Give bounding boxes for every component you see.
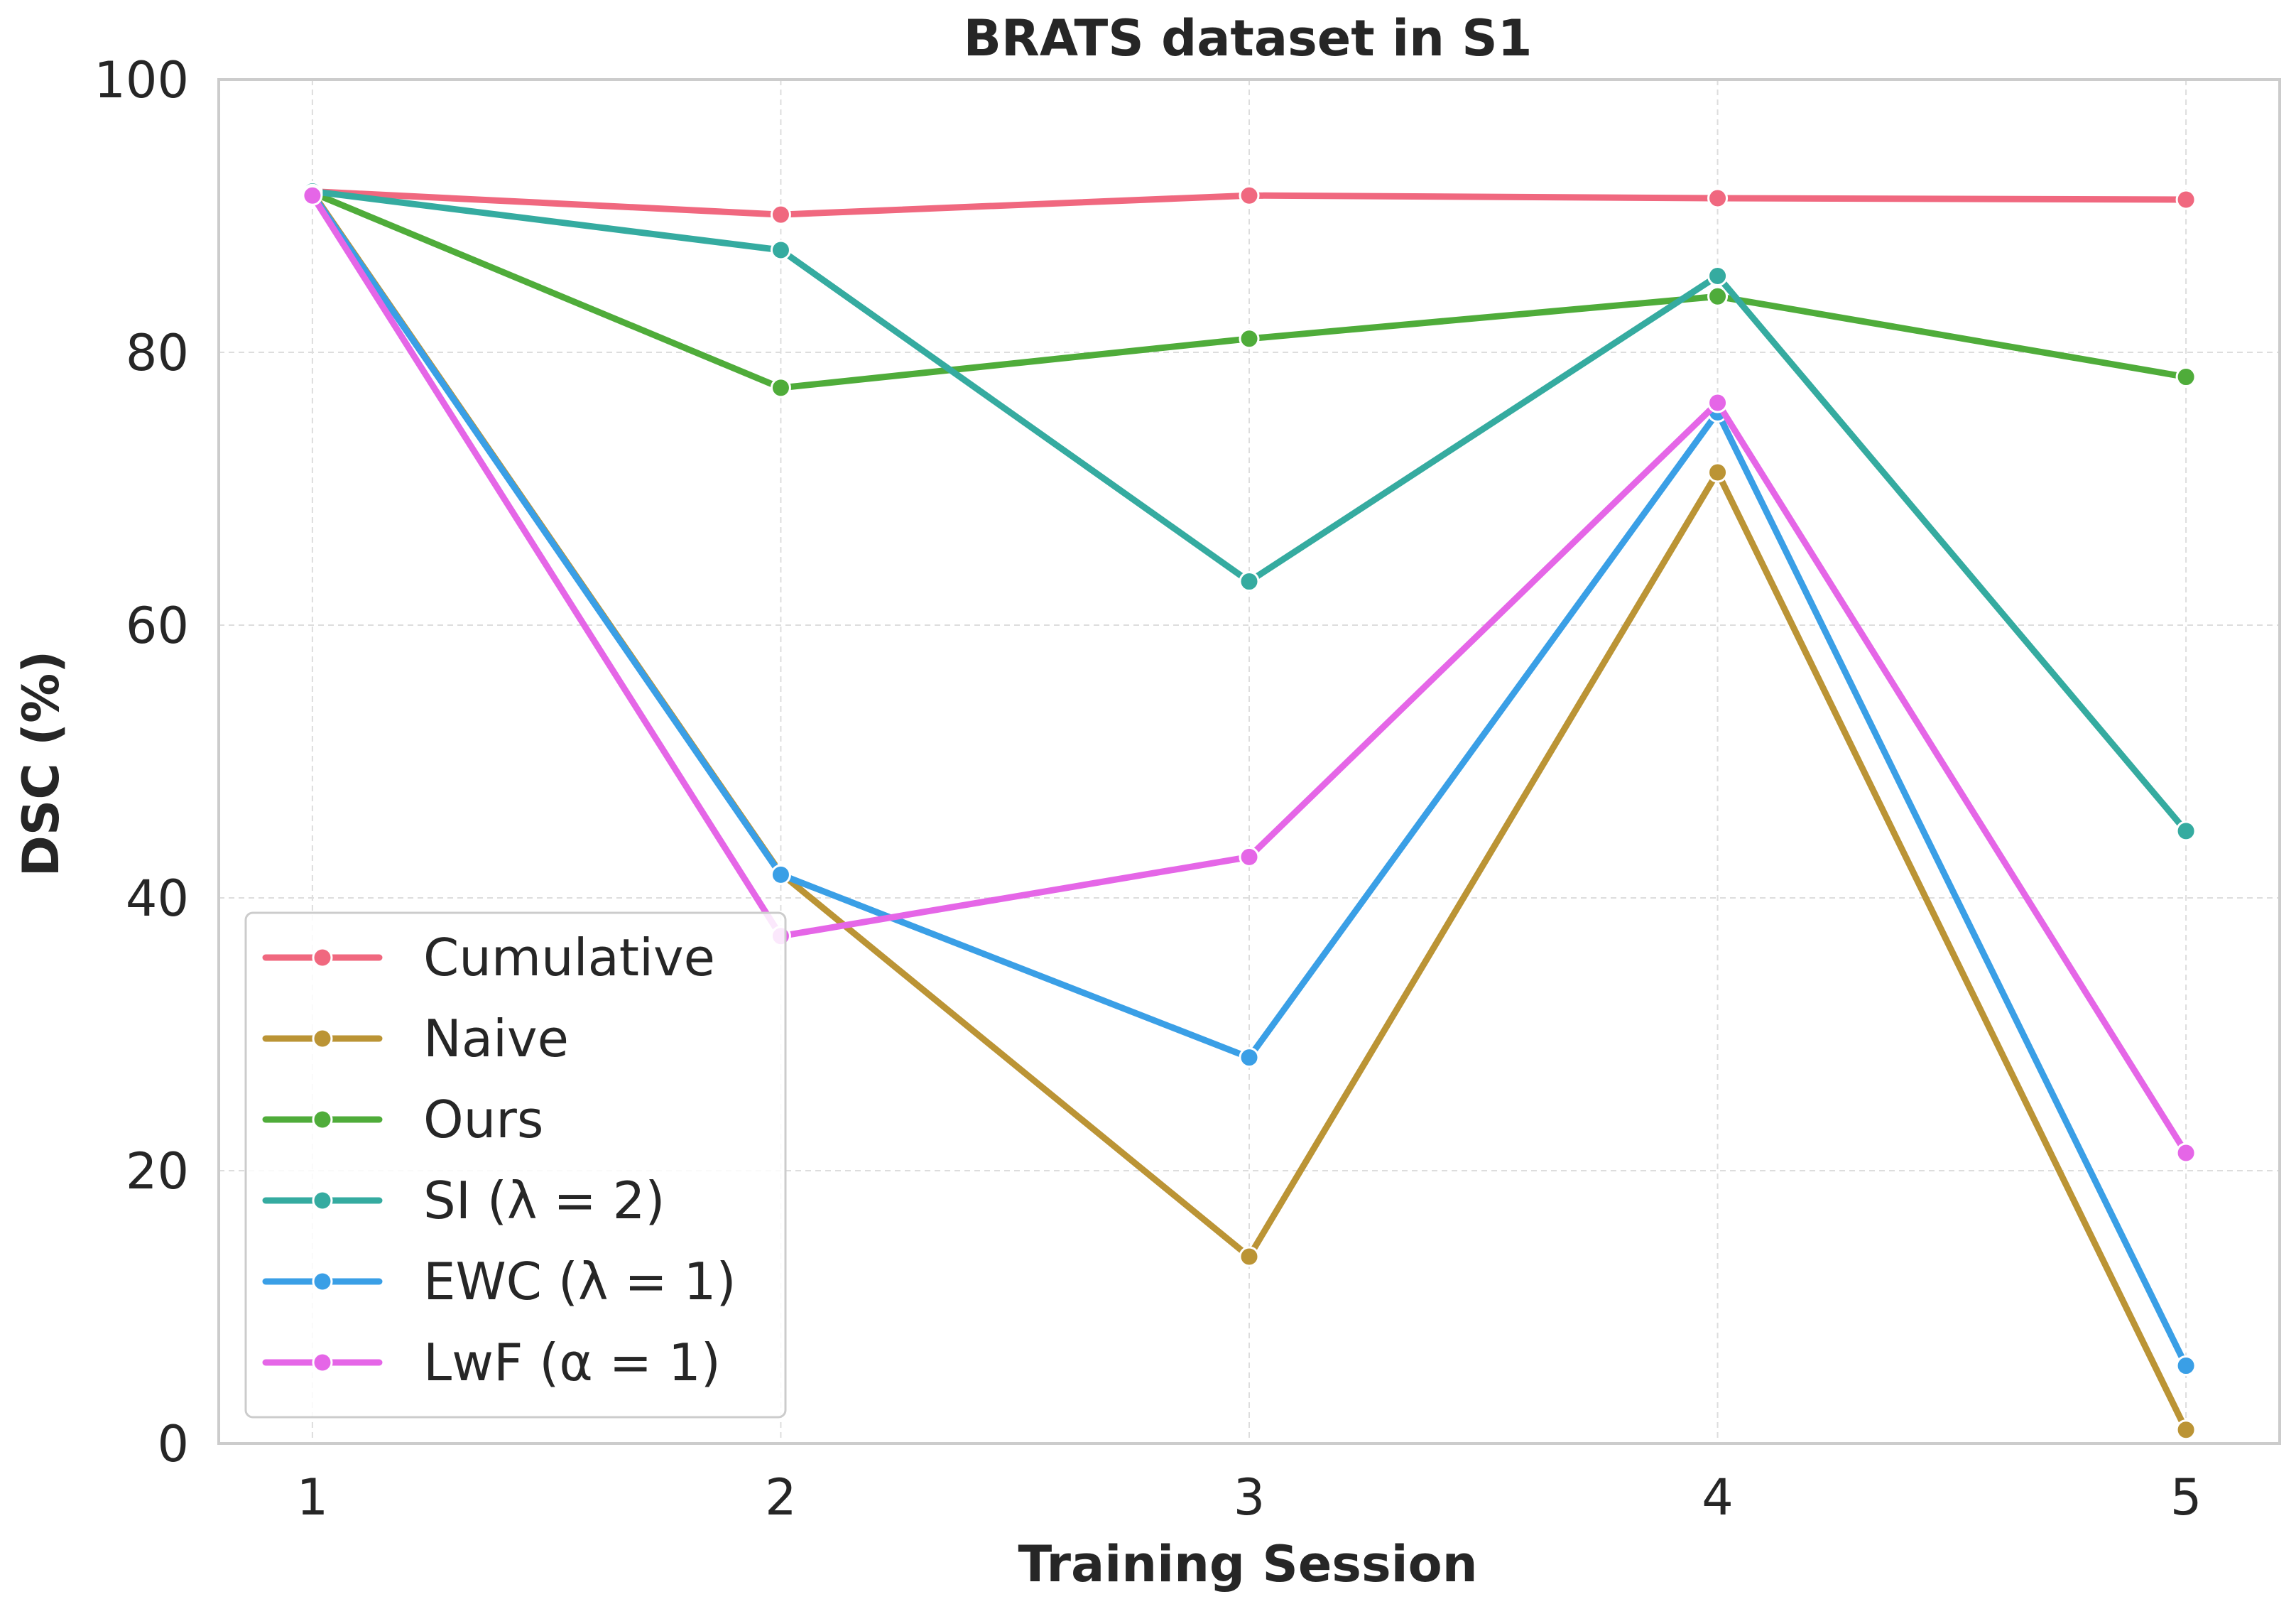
- y-tick-label: 80: [126, 324, 189, 382]
- legend-swatch-marker: [312, 1271, 333, 1292]
- data-point-ours: [1707, 286, 1729, 307]
- x-tick-label: 1: [297, 1468, 329, 1527]
- data-point-ewc-1: [770, 864, 791, 885]
- legend-label: EWC (λ = 1): [423, 1252, 736, 1311]
- data-point-lwf-1: [2175, 1142, 2197, 1164]
- legend-label: Ours: [423, 1090, 543, 1149]
- legend-label: LwF (α = 1): [423, 1333, 721, 1392]
- data-point-ours: [770, 377, 791, 399]
- data-point-ours: [1239, 328, 1260, 349]
- legend-label: SI (λ = 2): [423, 1171, 665, 1230]
- data-point-si-2: [770, 239, 791, 261]
- data-point-lwf-1: [1707, 392, 1729, 413]
- data-point-ewc-1: [2175, 1355, 2197, 1377]
- legend-item-ours: Ours: [262, 1090, 543, 1149]
- y-tick-label: 60: [126, 597, 189, 655]
- y-tick-label: 0: [157, 1415, 189, 1473]
- legend-item-si-2: SI (λ = 2): [262, 1171, 665, 1230]
- tick-labels: 0 20 40 60 80 100 1 2 3 4 5: [94, 51, 2202, 1527]
- legend-label: Cumulative: [423, 928, 715, 987]
- y-tick-label: 40: [126, 869, 189, 928]
- x-tick-label: 2: [765, 1468, 797, 1527]
- data-point-cumulative: [1239, 185, 1260, 206]
- data-point-ewc-1: [1239, 1047, 1260, 1068]
- legend-swatch-marker: [312, 947, 333, 968]
- data-point-cumulative: [1707, 188, 1729, 209]
- legend-item-naive: Naive: [262, 1009, 569, 1068]
- data-point-ours: [2175, 367, 2197, 388]
- legend: Cumulative Naive Ours SI (λ = 2) EWC (λ = 1)…: [244, 911, 787, 1419]
- data-point-si-2: [2175, 820, 2197, 842]
- chart-title: BRATS dataset in S1: [964, 9, 1533, 67]
- data-point-naive: [1239, 1246, 1260, 1267]
- data-point-si-2: [1239, 571, 1260, 592]
- data-point-cumulative: [2175, 189, 2197, 210]
- data-point-lwf-1: [1239, 846, 1260, 867]
- series-lines: [302, 180, 2197, 1441]
- data-point-cumulative: [770, 204, 791, 225]
- legend-item-lwf-1: LwF (α = 1): [262, 1333, 721, 1392]
- plot-frame: [217, 78, 2281, 1445]
- x-tick-label: 3: [1234, 1468, 1266, 1527]
- y-axis-label: DSC (%): [12, 651, 70, 877]
- data-point-lwf-1: [302, 185, 323, 206]
- data-point-naive: [2175, 1419, 2197, 1441]
- legend-item-cumulative: Cumulative: [262, 928, 715, 987]
- legend-swatch-marker: [312, 1028, 333, 1049]
- legend-swatch-marker: [312, 1109, 333, 1130]
- data-point-naive: [1707, 462, 1729, 483]
- legend-swatch-marker: [312, 1190, 333, 1211]
- x-axis-label: Training Session: [1018, 1535, 1477, 1593]
- legend-swatch-marker: [312, 1352, 333, 1373]
- legend-item-ewc-1: EWC (λ = 1): [262, 1252, 736, 1311]
- y-tick-label: 20: [126, 1142, 189, 1201]
- x-tick-label: 4: [1702, 1468, 1734, 1527]
- x-tick-label: 5: [2170, 1468, 2202, 1527]
- legend-label: Naive: [423, 1009, 569, 1068]
- data-point-si-2: [1707, 265, 1729, 286]
- y-tick-label: 100: [94, 51, 189, 109]
